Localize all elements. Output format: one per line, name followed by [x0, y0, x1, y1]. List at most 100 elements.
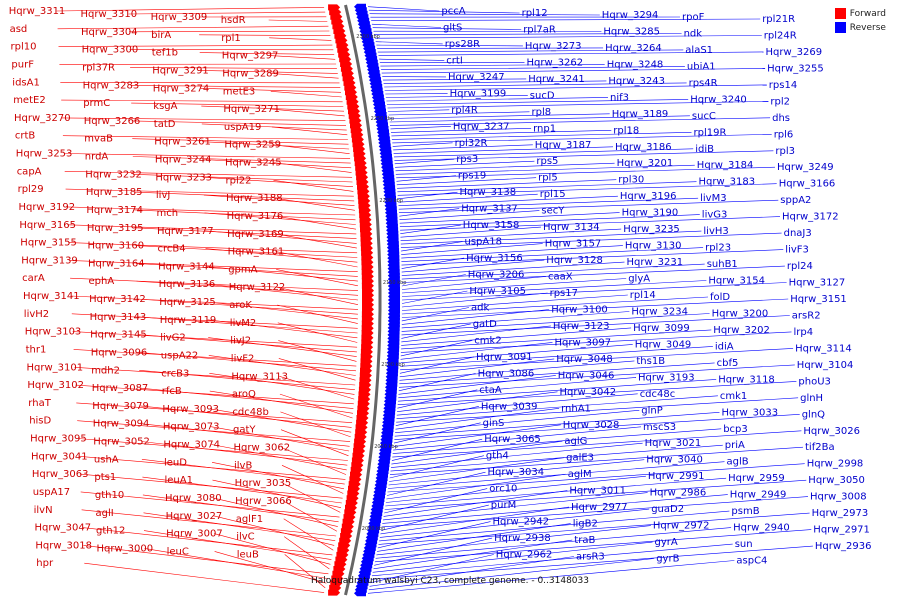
- reverse-gene-label: Hqrw_3128: [546, 255, 603, 266]
- forward-gene-label: Hqrw_3192: [19, 202, 76, 213]
- forward-gene-label: ilvC: [236, 532, 254, 543]
- reverse-gene-label: rpl32R: [455, 138, 488, 149]
- reverse-connector: [395, 160, 535, 168]
- reverse-connector: [390, 128, 532, 133]
- reverse-gene-label: livF3: [785, 245, 809, 256]
- forward-gene-label: Hqrw_3174: [86, 205, 143, 216]
- reverse-connector: [394, 158, 455, 165]
- forward-gene-label: Hqrw_3035: [235, 478, 292, 489]
- forward-connector: [280, 411, 351, 438]
- forward-connector: [268, 19, 328, 22]
- reverse-gene-label: Hqrw_2998: [807, 459, 864, 470]
- forward-gene-arrow: [360, 235, 373, 242]
- reverse-gene-label: glnP: [641, 405, 663, 416]
- reverse-connector: [399, 362, 715, 385]
- legend: Forward Reverse: [834, 8, 886, 36]
- reverse-connector: [389, 446, 804, 475]
- forward-gene-arrow: [328, 4, 341, 11]
- legend-swatch-reverse: [834, 22, 846, 33]
- reverse-gene-label: Hqrw_3189: [612, 109, 669, 120]
- forward-gene-arrow: [350, 122, 362, 129]
- reverse-gene-label: Hqrw_3028: [563, 420, 620, 431]
- reverse-gene-label: Hqrw_3050: [808, 475, 865, 486]
- forward-gene-label: Hqrw_3101: [27, 362, 84, 373]
- reverse-gene-label: sppA2: [780, 195, 811, 206]
- forward-gene-arrow: [358, 391, 371, 398]
- forward-gene-label: crtB: [15, 131, 36, 142]
- forward-gene-label: uspA22: [161, 350, 198, 361]
- reverse-gene-label: Hqrw_3049: [635, 339, 692, 350]
- reverse-gene-label: Hqrw_3262: [527, 57, 584, 68]
- forward-gene-arrow: [331, 575, 344, 582]
- forward-gene-arrow: [361, 311, 374, 318]
- reverse-gene-label: Hqrw_3127: [789, 278, 846, 289]
- forward-gene-arrow: [330, 13, 343, 20]
- reverse-gene-label: rnp1: [533, 123, 556, 134]
- forward-gene-arrow: [361, 273, 374, 280]
- reverse-connector: [397, 389, 478, 409]
- reverse-gene-label: dhs: [772, 113, 790, 124]
- forward-gene-label: ilvB: [234, 460, 252, 471]
- forward-gene-label: gth12: [96, 526, 125, 537]
- reverse-connector: [400, 344, 633, 364]
- forward-gene-arrow: [349, 117, 362, 124]
- reverse-connector: [372, 27, 522, 30]
- forward-gene-label: Hqrw_3161: [228, 247, 285, 258]
- forward-gene-label: Hqrw_3000: [97, 543, 154, 554]
- forward-gene-arrow: [351, 136, 364, 143]
- forward-gene-label: capA: [17, 166, 42, 177]
- forward-gene-label: Hqrw_3160: [88, 241, 145, 252]
- forward-gene-arrow: [337, 46, 350, 53]
- reverse-connector: [398, 197, 699, 210]
- reverse-gene-label: Hqrw_3186: [615, 142, 672, 153]
- forward-connector: [56, 7, 325, 12]
- forward-connector: [271, 108, 345, 117]
- reverse-gene-label: ligB2: [573, 519, 598, 530]
- reverse-gene-label: gyrA: [655, 537, 678, 548]
- reverse-connector: [382, 492, 648, 521]
- reverse-connector: [393, 146, 614, 154]
- forward-connector: [207, 319, 358, 339]
- reverse-connector: [401, 323, 471, 339]
- scale-tick-label: 2200 kbp: [379, 198, 403, 204]
- forward-connector: [58, 44, 333, 47]
- forward-connector: [270, 91, 342, 98]
- reverse-connector: [376, 525, 651, 556]
- forward-gene-arrow: [359, 372, 372, 379]
- forward-gene-arrow: [344, 509, 357, 516]
- forward-connector: [135, 263, 358, 277]
- forward-connector: [130, 85, 341, 88]
- reverse-connector: [368, 558, 655, 591]
- reverse-connector: [401, 274, 466, 287]
- reverse-gene-label: Hqrw_3202: [713, 325, 770, 336]
- reverse-connector: [401, 245, 623, 259]
- forward-gene-arrow: [339, 56, 352, 63]
- reverse-connector: [400, 331, 792, 353]
- forward-connector: [282, 500, 338, 532]
- forward-gene-arrow: [361, 330, 374, 336]
- legend-item-forward: Forward: [834, 8, 886, 19]
- legend-label-forward: Forward: [849, 8, 886, 19]
- forward-gene-label: leuA1: [165, 475, 193, 486]
- reverse-connector: [396, 397, 799, 423]
- reverse-connector: [374, 537, 493, 566]
- reverse-gene-label: Hqrw_2936: [815, 541, 872, 552]
- reverse-connector: [386, 471, 486, 496]
- forward-gene-label: leuD: [164, 457, 187, 468]
- reverse-gene-label: rps14: [769, 80, 797, 91]
- forward-gene-arrow: [360, 363, 373, 370]
- forward-gene-arrow: [333, 28, 346, 34]
- reverse-gene-label: Hqrw_3248: [607, 59, 664, 70]
- reverse-connector: [389, 455, 484, 479]
- reverse-gene-label: livG3: [702, 210, 728, 221]
- forward-gene-label: Hqrw_3080: [165, 493, 222, 504]
- reverse-connector: [376, 44, 523, 47]
- reverse-gene-label: folD: [710, 292, 730, 303]
- reverse-connector: [392, 430, 802, 458]
- forward-connector: [134, 209, 356, 221]
- reverse-gene-label: ths1B: [636, 356, 665, 367]
- forward-gene-label: Hqrw_3270: [14, 113, 71, 124]
- forward-connector: [142, 476, 342, 504]
- forward-gene-label: crcB3: [161, 368, 189, 379]
- forward-gene-label: mvaB: [84, 134, 113, 145]
